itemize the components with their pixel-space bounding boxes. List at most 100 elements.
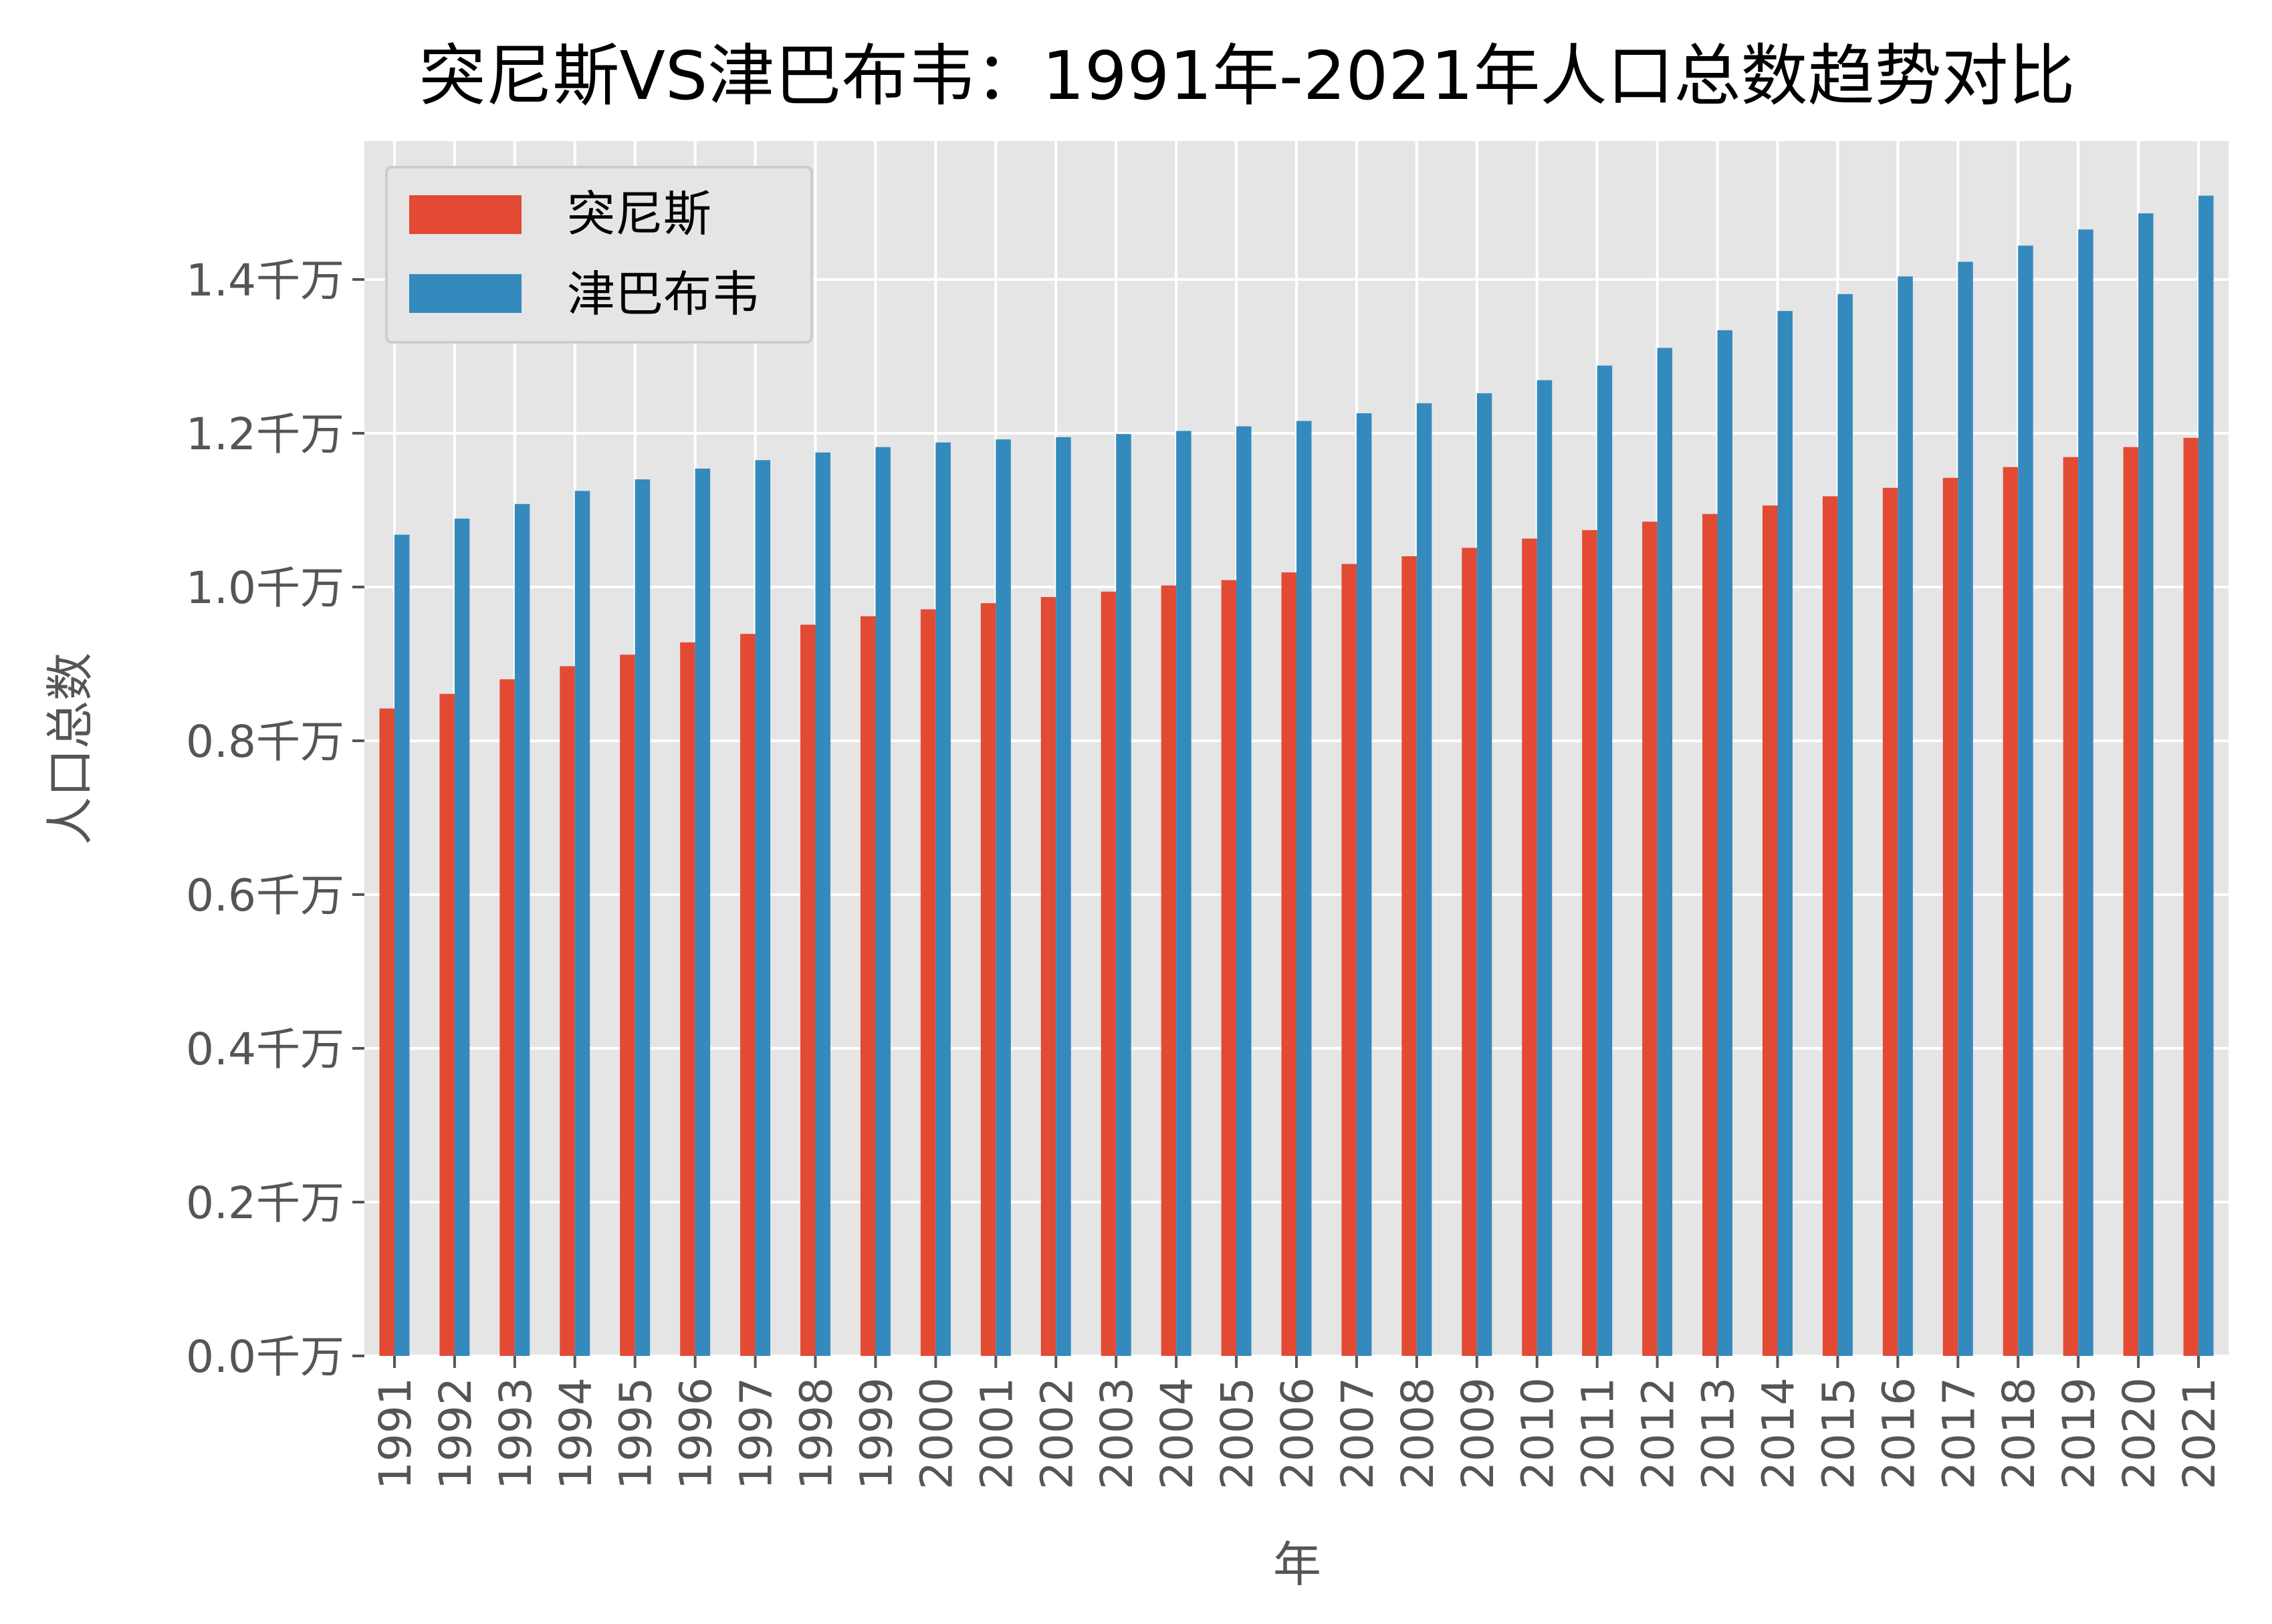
bar-tunisia-2017 [1942, 477, 1958, 1357]
x-tick-label: 1991 [370, 1377, 421, 1490]
x-tick-label: 2005 [1212, 1377, 1263, 1490]
x-tick-label: 1998 [791, 1377, 842, 1490]
bar-zimbabwe-1993 [514, 503, 530, 1356]
bar-tunisia-2008 [1401, 556, 1417, 1356]
bar-tunisia-2005 [1221, 580, 1237, 1356]
bar-tunisia-1996 [680, 642, 695, 1356]
bar-zimbabwe-1994 [574, 491, 590, 1356]
bar-tunisia-2018 [2003, 467, 2019, 1356]
bar-tunisia-1995 [620, 655, 635, 1357]
x-tick-label: 1995 [610, 1377, 662, 1490]
bar-zimbabwe-2006 [1296, 421, 1312, 1356]
y-tick-label: 1.2千万 [186, 409, 344, 460]
x-tick-label: 1996 [671, 1377, 722, 1490]
x-tick-label: 2014 [1752, 1377, 1804, 1490]
x-tick-label: 2010 [1512, 1377, 1564, 1490]
x-tick-label: 2003 [1091, 1377, 1143, 1490]
x-tick-label: 2000 [911, 1377, 962, 1490]
x-tick-label: 2004 [1151, 1377, 1203, 1490]
bar-zimbabwe-2014 [1777, 311, 1793, 1356]
bar-tunisia-2010 [1522, 538, 1537, 1356]
bar-zimbabwe-2003 [1116, 434, 1131, 1356]
bar-zimbabwe-2010 [1537, 380, 1553, 1356]
bar-tunisia-2003 [1101, 591, 1117, 1356]
bar-zimbabwe-1991 [394, 534, 410, 1356]
bar-zimbabwe-1999 [875, 447, 891, 1357]
bar-tunisia-1992 [439, 693, 455, 1356]
legend: 突尼斯 津巴布韦 [385, 166, 813, 344]
x-tick-label: 2015 [1813, 1377, 1864, 1490]
bars [379, 195, 2214, 1357]
x-axis-label: 年 [1273, 1536, 1321, 1593]
bar-tunisia-2019 [2063, 457, 2079, 1356]
bar-tunisia-1999 [860, 616, 876, 1357]
x-tick-label: 2020 [2114, 1377, 2165, 1490]
y-tick-label: 0.4千万 [186, 1024, 344, 1075]
x-tick-label: 2011 [1573, 1377, 1624, 1490]
y-axis-label: 人口总数 [42, 653, 98, 845]
bar-zimbabwe-2001 [996, 439, 1011, 1357]
x-tick-label: 2018 [1993, 1377, 2045, 1490]
bar-zimbabwe-2015 [1837, 294, 1853, 1357]
bar-tunisia-1998 [800, 624, 816, 1356]
bar-tunisia-2014 [1763, 505, 1778, 1356]
bar-tunisia-2001 [980, 603, 996, 1356]
bar-tunisia-2011 [1582, 530, 1597, 1356]
x-tick-label: 2006 [1272, 1377, 1323, 1490]
legend-swatch-tunisia [409, 195, 522, 234]
bar-zimbabwe-2007 [1356, 413, 1372, 1356]
y-tick-label: 0.6千万 [186, 870, 344, 921]
y-tick-label: 0.2千万 [186, 1177, 344, 1229]
bar-tunisia-2015 [1822, 496, 1838, 1356]
y-axis: 0.0千万 0.2千万 0.4千万 0.6千万 0.8千万 1.0千万 1.2千万 1.4千万 [186, 255, 364, 1383]
x-tick-label: 2017 [1933, 1377, 1984, 1490]
bar-zimbabwe-2004 [1176, 431, 1191, 1356]
bar-zimbabwe-1996 [695, 468, 711, 1356]
x-tick-label: 2008 [1392, 1377, 1444, 1490]
bar-zimbabwe-2011 [1597, 365, 1613, 1356]
y-tick-label: 0.8千万 [186, 716, 344, 768]
x-tick-label: 2009 [1452, 1377, 1504, 1490]
bar-tunisia-2013 [1702, 513, 1718, 1356]
x-tick-label: 2012 [1633, 1377, 1684, 1490]
bar-zimbabwe-1992 [454, 518, 470, 1356]
bar-tunisia-2016 [1882, 487, 1898, 1356]
legend-swatch-zimbabwe [409, 274, 522, 313]
bar-tunisia-1997 [740, 634, 756, 1356]
x-tick-label: 2002 [1031, 1377, 1083, 1490]
bar-zimbabwe-2005 [1236, 426, 1252, 1356]
x-tick-label: 1997 [731, 1377, 782, 1490]
bar-zimbabwe-2017 [1958, 261, 1973, 1356]
bar-tunisia-2002 [1040, 596, 1056, 1357]
bar-zimbabwe-2012 [1657, 348, 1673, 1356]
bar-tunisia-1993 [499, 679, 515, 1356]
bar-zimbabwe-2002 [1056, 437, 1071, 1356]
bar-zimbabwe-2000 [935, 442, 951, 1356]
bar-tunisia-2012 [1642, 521, 1658, 1356]
x-axis: 1991 1992 1993 1994 1995 1996 1997 1998 1999 2000… [370, 1356, 2225, 1490]
bar-zimbabwe-2018 [2018, 245, 2033, 1356]
bar-tunisia-1991 [379, 708, 394, 1356]
bar-zimbabwe-1997 [755, 460, 771, 1356]
x-tick-label: 2007 [1332, 1377, 1383, 1490]
x-tick-label: 1992 [430, 1377, 481, 1490]
y-tick-label: 1.4千万 [186, 255, 344, 306]
bar-tunisia-2020 [2123, 447, 2139, 1357]
bar-tunisia-2021 [2183, 437, 2199, 1356]
x-tick-label: 2021 [2174, 1377, 2225, 1490]
chart-title: 突尼斯VS津巴布韦：1991年-2021年人口总数趋势对比 [419, 37, 2075, 115]
bar-tunisia-2009 [1462, 548, 1477, 1356]
bar-tunisia-1994 [560, 666, 575, 1357]
bar-tunisia-2006 [1281, 572, 1296, 1356]
x-tick-label: 2013 [1693, 1377, 1744, 1490]
bar-zimbabwe-2019 [2078, 229, 2093, 1356]
bar-zimbabwe-1998 [815, 452, 830, 1356]
legend-label-tunisia: 突尼斯 [567, 186, 711, 242]
bar-zimbabwe-2008 [1416, 403, 1432, 1356]
bar-zimbabwe-2016 [1898, 276, 1913, 1356]
bar-tunisia-2004 [1161, 585, 1177, 1357]
legend-label-zimbabwe: 津巴布韦 [567, 266, 760, 322]
bar-zimbabwe-2020 [2138, 213, 2154, 1357]
bar-tunisia-2000 [920, 609, 936, 1356]
bar-zimbabwe-2021 [2198, 195, 2214, 1356]
